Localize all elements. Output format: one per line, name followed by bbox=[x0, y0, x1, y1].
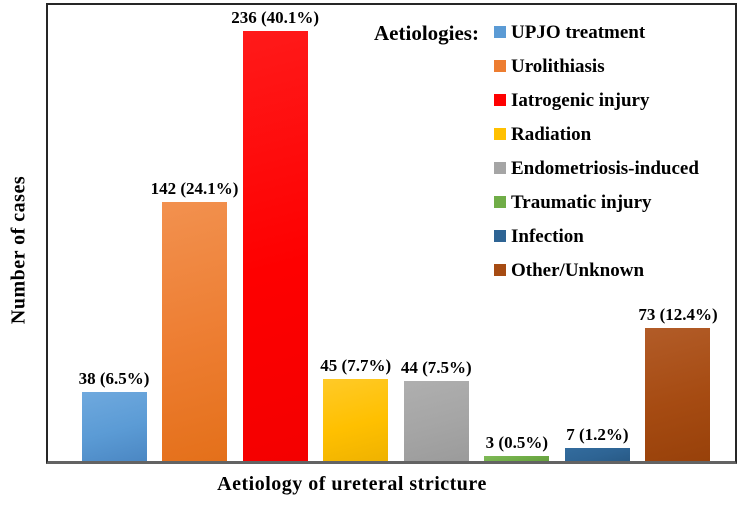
legend-title: Aetiologies: bbox=[374, 21, 479, 45]
bar-value-label: 7 (1.2%) bbox=[566, 425, 629, 445]
legend-swatch-icon bbox=[494, 196, 506, 208]
legend-swatch-icon bbox=[494, 94, 506, 106]
legend-item-label: Infection bbox=[511, 225, 584, 247]
plot-area: 38 (6.5%) 142 (24.1%) 236 (40.1%) 45 (7.7%)… bbox=[46, 3, 737, 464]
bar-iatrogenic-injury bbox=[242, 30, 308, 461]
legend-item-label: Endometriosis-induced bbox=[511, 157, 699, 179]
bar-radiation bbox=[323, 378, 389, 461]
legend-swatch-icon bbox=[494, 230, 506, 242]
bar-value-label: 142 (24.1%) bbox=[150, 179, 239, 199]
legend-item-traumatic-injury: Traumatic injury bbox=[494, 185, 699, 219]
bar-endometriosis-induced bbox=[403, 380, 469, 461]
bar-urolithiasis bbox=[162, 202, 228, 461]
legend-item-radiation: Radiation bbox=[494, 117, 699, 151]
legend-swatch-icon bbox=[494, 264, 506, 276]
legend-swatch-icon bbox=[494, 26, 506, 38]
bar-other-unknown bbox=[645, 327, 711, 461]
bar-value-label: 73 (12.4%) bbox=[638, 305, 718, 325]
legend-item-endometriosis-induced: Endometriosis-induced bbox=[494, 151, 699, 185]
legend-item-upjo-treatment: UPJO treatment bbox=[494, 15, 699, 49]
legend-item-other-unknown: Other/Unknown bbox=[494, 253, 699, 287]
legend-item-iatrogenic-injury: Iatrogenic injury bbox=[494, 83, 699, 117]
legend-item-label: Urolithiasis bbox=[511, 55, 605, 77]
legend-item-label: Iatrogenic injury bbox=[511, 89, 650, 111]
legend-swatch-icon bbox=[494, 162, 506, 174]
legend-item-label: Radiation bbox=[511, 123, 592, 145]
legend-item-label: Traumatic injury bbox=[511, 191, 652, 213]
bar-value-label: 3 (0.5%) bbox=[485, 432, 549, 452]
x-axis-label: Aetiology of ureteral stricture bbox=[217, 473, 487, 495]
bar-value-label: 38 (6.5%) bbox=[78, 368, 150, 388]
bar-traumatic-injury bbox=[484, 455, 550, 461]
bar-infection bbox=[564, 448, 630, 461]
bar-value-label: 236 (40.1%) bbox=[231, 7, 320, 27]
bar-value-label: 45 (7.7%) bbox=[320, 356, 392, 376]
bar-upjo-treatment bbox=[81, 391, 147, 461]
y-axis-label: Number of cases bbox=[7, 175, 30, 325]
bar-value-label: 44 (7.5%) bbox=[400, 357, 472, 377]
legend-item-label: UPJO treatment bbox=[511, 21, 646, 43]
legend-item-urolithiasis: Urolithiasis bbox=[494, 49, 699, 83]
legend-swatch-icon bbox=[494, 60, 506, 72]
legend-item-infection: Infection bbox=[494, 219, 699, 253]
legend-swatch-icon bbox=[494, 128, 506, 140]
legend: UPJO treatment Urolithiasis Iatrogenic inj… bbox=[494, 15, 699, 287]
legend-item-label: Other/Unknown bbox=[511, 259, 645, 281]
